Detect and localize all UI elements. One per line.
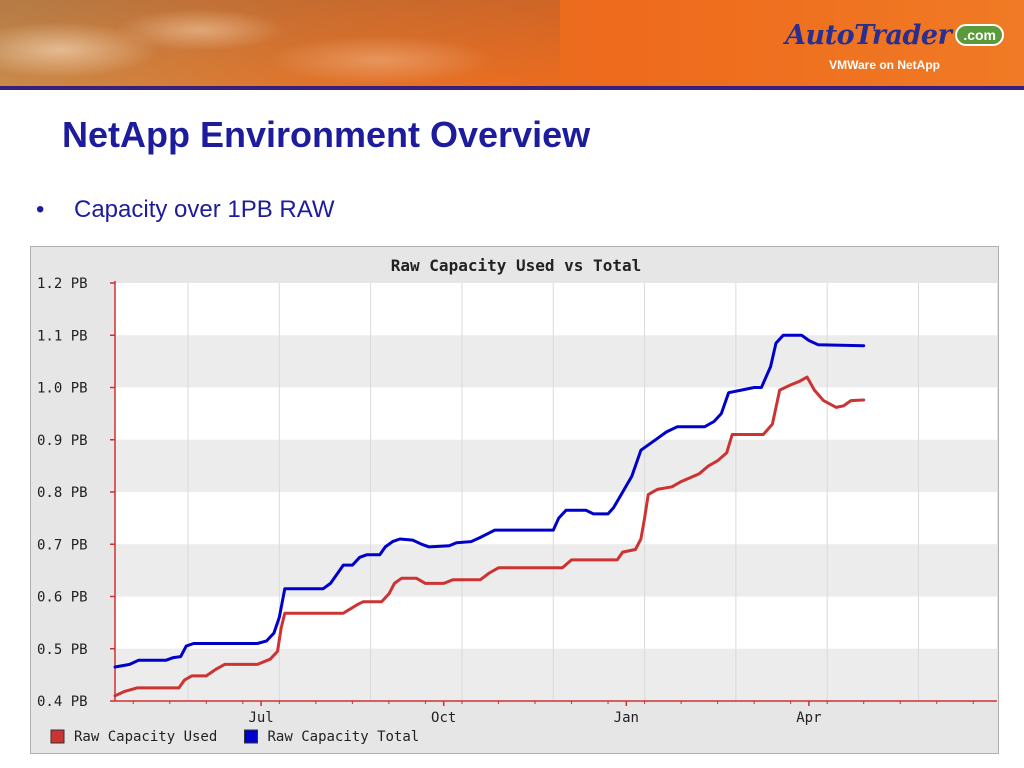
series-line-used (113, 375, 866, 698)
chart-legend: Raw Capacity Used Raw Capacity Total (50, 729, 420, 745)
grid-band (115, 492, 997, 545)
series-line-total (113, 333, 866, 669)
logo-wordmark: AutoTrader (785, 19, 952, 51)
y-tick-label: 0.6 PB (37, 590, 88, 606)
y-tick-label: 1.0 PB (37, 381, 88, 397)
y-tick-label: 1.1 PB (37, 328, 88, 344)
grid-band (115, 387, 997, 440)
bullet-item: • Capacity over 1PB RAW (36, 196, 335, 224)
bullet-text: Capacity over 1PB RAW (74, 196, 335, 223)
y-tick-label: 0.7 PB (37, 537, 88, 553)
header-subtitle: VMWare on NetApp (829, 58, 940, 72)
y-tick-label: 0.5 PB (37, 642, 88, 658)
x-tick-label: Apr (796, 710, 821, 726)
y-tick-label: 0.8 PB (37, 485, 88, 501)
y-tick-label: 0.9 PB (37, 433, 88, 449)
x-tick-label: Jul (248, 710, 273, 726)
page-title: NetApp Environment Overview (62, 114, 591, 155)
grid-band (115, 648, 997, 701)
grid-band (115, 544, 997, 597)
grid-band (115, 335, 997, 388)
legend-label: Raw Capacity Total (268, 729, 420, 745)
legend-swatch (244, 729, 258, 744)
grid-band (115, 596, 997, 649)
bullet-dot-icon: • (36, 196, 45, 223)
grid-band (115, 283, 997, 336)
header-banner: AutoTrader .com VMWare on NetApp (0, 0, 1024, 86)
chart-svg: Raw Capacity Used vs Total 0.4 PB0.5 PB0… (37, 256, 997, 745)
x-tick-label: Jan (614, 710, 639, 726)
legend-swatch (50, 729, 65, 744)
header-divider (0, 86, 1024, 90)
y-tick-label: 0.4 PB (37, 694, 88, 710)
y-tick-label: 1.2 PB (37, 276, 88, 292)
grid-band (115, 439, 997, 492)
chart-y-axis: 0.4 PB 0.5 PB 0.6 PB 0.7 PB 0.8 PB 0.9 PB 1.0 … (37, 276, 116, 710)
chart-vertical-gridlines (187, 283, 919, 701)
chart-background-bands (115, 283, 997, 701)
banner-photo (0, 0, 560, 86)
logo-com-badge: .com (955, 24, 1004, 46)
legend-label: Raw Capacity Used (74, 729, 217, 745)
x-tick-label: Oct (431, 710, 456, 726)
capacity-chart: Raw Capacity Used vs Total 0.4 PB 0.5 PB 0… (30, 246, 999, 754)
autotrader-logo: AutoTrader .com (785, 18, 1004, 52)
chart-x-axis: Jul Oct Jan Apr (115, 700, 997, 726)
chart-title: Raw Capacity Used vs Total (391, 256, 641, 275)
chart-series (113, 333, 866, 698)
